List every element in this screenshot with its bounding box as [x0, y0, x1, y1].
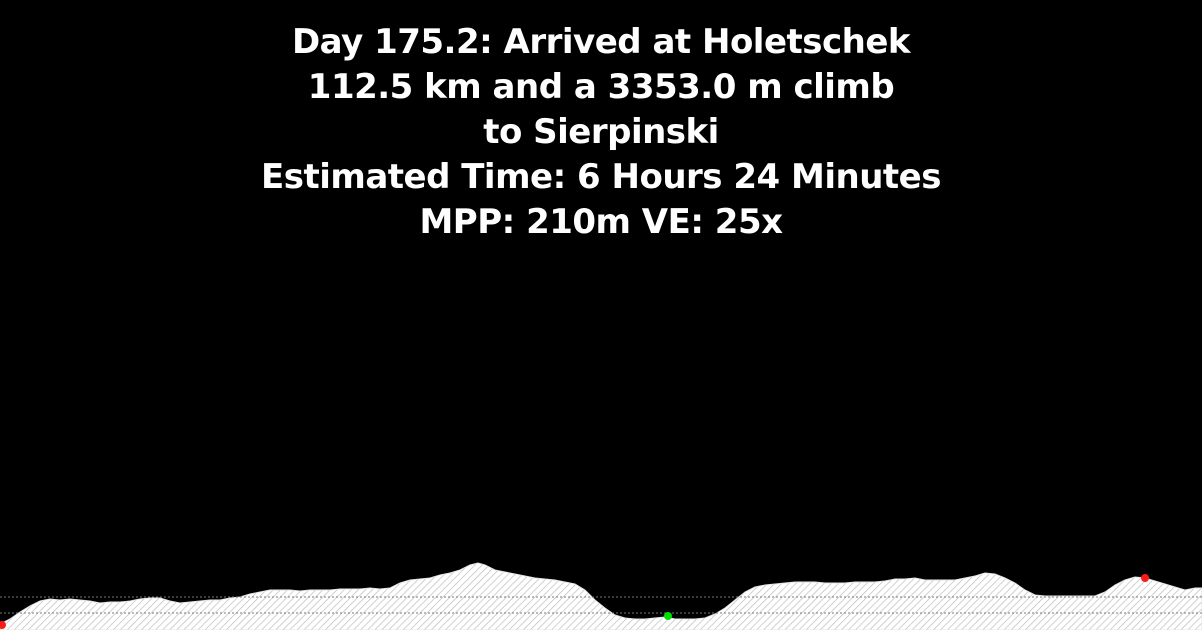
distance-climb-text: 112.5 km and a 3353.0 m climb — [307, 67, 895, 107]
scale-text: MPP: 210m VE: 25x — [419, 202, 783, 242]
current-position-marker — [664, 612, 672, 620]
day-title: Day 175.2: Arrived at Holetschek — [291, 22, 911, 62]
start-marker — [0, 621, 6, 629]
destination-text: to Sierpinski — [483, 112, 719, 152]
route-info-header: Day 175.2: Arrived at Holetschek 112.5 k… — [0, 20, 1202, 245]
estimated-time-text: Estimated Time: 6 Hours 24 Minutes — [261, 157, 941, 197]
destination-marker — [1141, 574, 1149, 582]
